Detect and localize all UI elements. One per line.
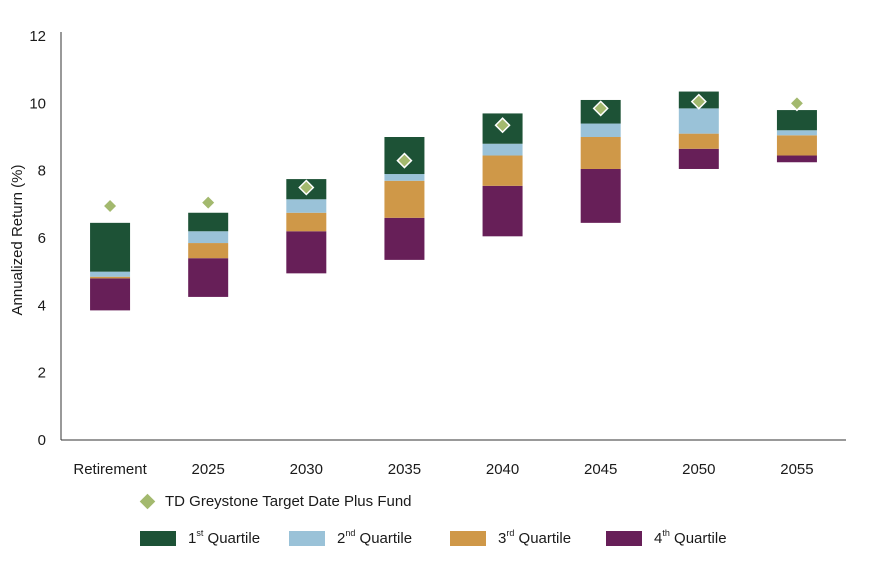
y-tick-label: 6 bbox=[38, 230, 46, 247]
y-tick-label: 8 bbox=[38, 163, 46, 180]
bar-segment-q3 bbox=[90, 276, 131, 279]
y-tick-label: 4 bbox=[38, 297, 46, 314]
legend-label-fund: TD Greystone Target Date Plus Fund bbox=[165, 493, 412, 510]
x-tick-label: 2050 bbox=[682, 461, 715, 478]
legend-item-q2: 2nd Quartile bbox=[289, 528, 413, 548]
legend-swatch-q3 bbox=[450, 531, 486, 546]
bar-segment-q1 bbox=[90, 222, 131, 272]
bar-segment-q4 bbox=[384, 217, 425, 260]
bar-segment-q1 bbox=[776, 110, 817, 131]
legend-item-q4: 4th Quartile bbox=[606, 528, 727, 548]
x-tick-label: Retirement bbox=[73, 461, 147, 478]
bar-segment-q2 bbox=[188, 231, 229, 244]
fund-point bbox=[494, 117, 511, 134]
fund-point bbox=[396, 152, 413, 169]
bar-segment-q1 bbox=[188, 212, 229, 232]
legend-label-q1: 1st Quartile bbox=[188, 528, 261, 548]
bar-segment-q2 bbox=[776, 130, 817, 136]
fund-point bbox=[102, 197, 119, 215]
plot-area: 0 2 4 6 8 10 12 Retirement 2025 2030 2035 2040 2045 2… bbox=[29, 28, 846, 478]
fund-point bbox=[788, 95, 805, 112]
bar-segment-q2 bbox=[580, 123, 621, 137]
y-tick-label: 0 bbox=[38, 432, 46, 449]
legend-label-q4: 4th Quartile bbox=[654, 528, 727, 548]
bar-segment-q2 bbox=[286, 199, 327, 213]
bar-segment-q4 bbox=[580, 168, 621, 223]
fund-diamond-icon bbox=[139, 493, 156, 510]
legend-item-fund: TD Greystone Target Date Plus Fund bbox=[138, 493, 412, 510]
x-tick-label: 2035 bbox=[388, 461, 421, 478]
fund-point bbox=[592, 100, 609, 117]
bar-segment-q4 bbox=[90, 278, 131, 311]
bar-segment-q4 bbox=[776, 155, 817, 163]
legend-swatch-q1 bbox=[140, 531, 176, 546]
legend-item-q3: 3rd Quartile bbox=[450, 528, 572, 548]
bar-segment-q2 bbox=[482, 143, 523, 156]
legend-label-q2: 2nd Quartile bbox=[337, 528, 413, 548]
fund-point bbox=[298, 179, 315, 196]
bar-segment-q3 bbox=[286, 212, 327, 232]
bar-segment-q3 bbox=[580, 137, 621, 169]
bar-segment-q3 bbox=[482, 155, 523, 186]
x-tick-label: 2025 bbox=[192, 461, 225, 478]
bar-segment-q4 bbox=[286, 231, 327, 274]
bar-segment-q2 bbox=[384, 174, 425, 181]
x-tick-label: 2055 bbox=[780, 461, 813, 478]
y-axis-label: Annualized Return (%) bbox=[9, 165, 26, 316]
bar-segment-q4 bbox=[188, 258, 229, 297]
y-tick-label: 12 bbox=[29, 28, 46, 45]
bar-segment-q3 bbox=[188, 243, 229, 259]
x-tick-label: 2040 bbox=[486, 461, 519, 478]
legend-swatch-q4 bbox=[606, 531, 642, 546]
bar-segment-q3 bbox=[678, 133, 719, 149]
bar-segment-q4 bbox=[678, 148, 719, 169]
bar-segment-q2 bbox=[90, 271, 131, 277]
x-tick-label: 2045 bbox=[584, 461, 617, 478]
y-tick-label: 2 bbox=[38, 365, 46, 382]
y-tick-label: 10 bbox=[29, 95, 46, 112]
x-tick-label: 2030 bbox=[290, 461, 323, 478]
bar-segment-q3 bbox=[384, 180, 425, 218]
bar-segment-q3 bbox=[776, 135, 817, 156]
fund-point bbox=[200, 194, 217, 211]
fund-point bbox=[690, 93, 707, 110]
bar-segment-q4 bbox=[482, 185, 523, 237]
legend-label-q3: 3rd Quartile bbox=[498, 528, 572, 548]
bar-segment-q2 bbox=[678, 108, 719, 134]
legend-swatch-q2 bbox=[289, 531, 325, 546]
legend-item-q1: 1st Quartile bbox=[140, 528, 261, 548]
